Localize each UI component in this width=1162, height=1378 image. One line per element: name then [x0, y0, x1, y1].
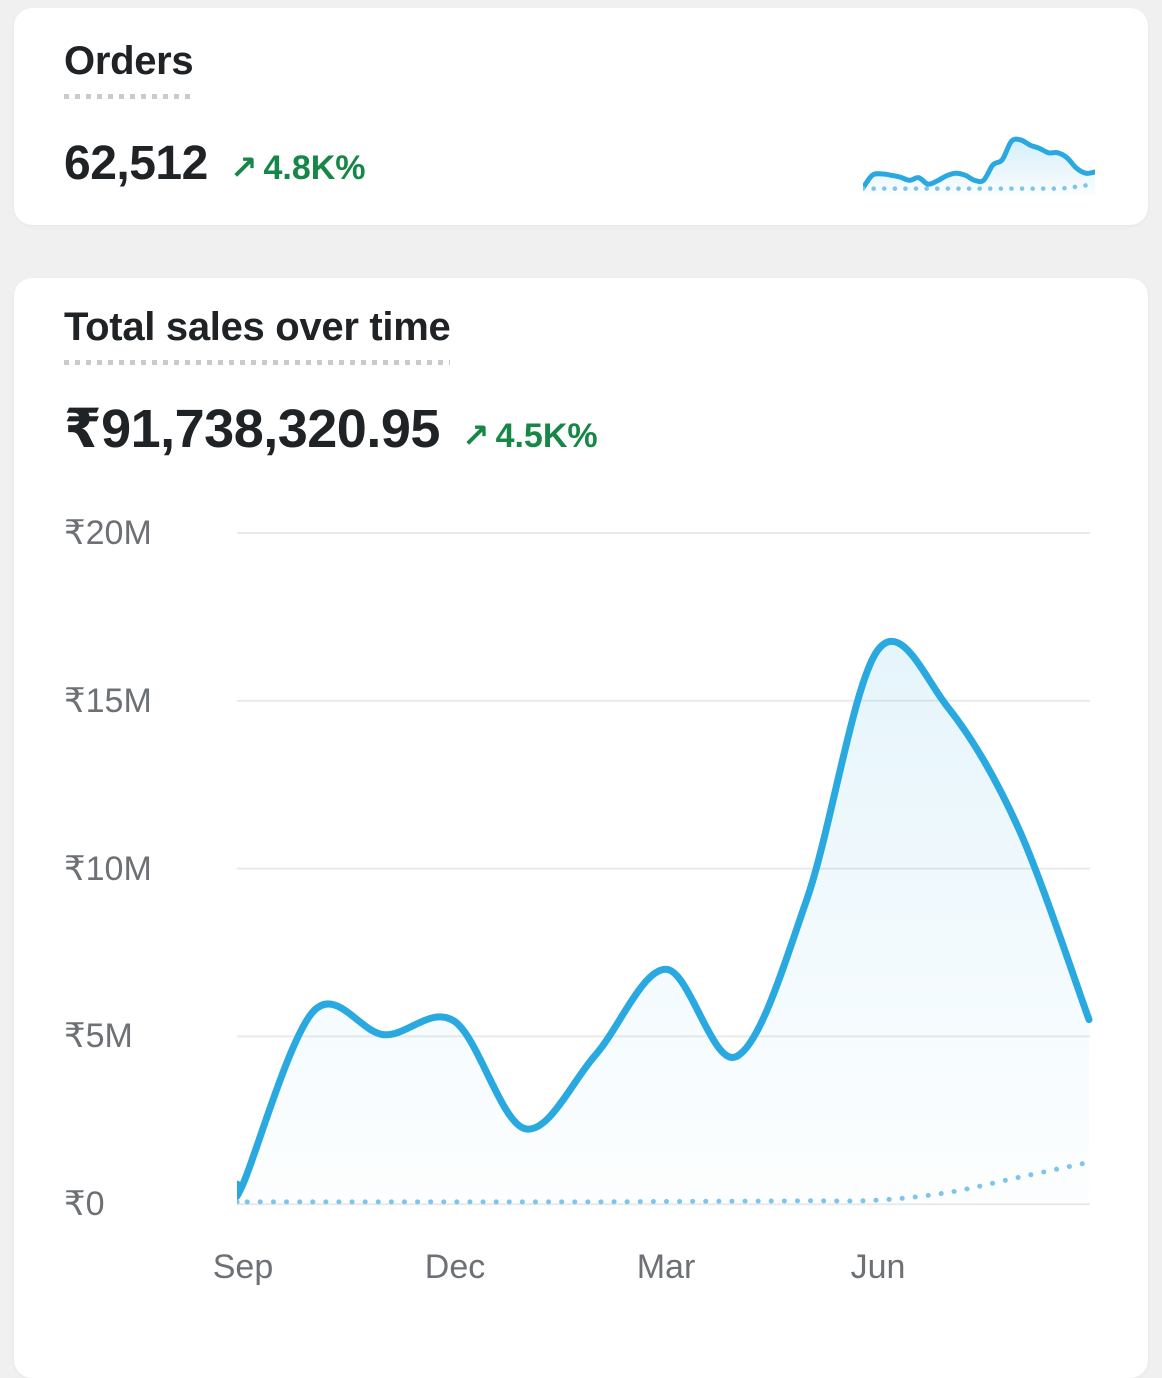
y-axis-label: ₹5M: [64, 1017, 133, 1055]
sparkline-comparison-line: [863, 181, 1095, 191]
orders-value: 62,512: [64, 137, 208, 190]
y-axis-label: ₹10M: [64, 850, 152, 888]
orders-delta-text: 4.8K%: [263, 149, 366, 187]
y-axis-label: ₹0: [64, 1185, 105, 1223]
up-arrow-icon: ↗: [461, 417, 490, 454]
total-sales-value: ₹91,738,320.95: [64, 399, 440, 459]
x-axis-label: Dec: [424, 1248, 486, 1286]
x-axis-label: Sep: [212, 1248, 274, 1286]
sales-area-fill: [237, 641, 1089, 1205]
total-sales-metric-row: ₹91,738,320.95 ↗ 4.5K%: [64, 399, 598, 459]
up-arrow-icon: ↗: [229, 149, 258, 186]
total-sales-card-title-text: Total sales over time: [64, 305, 451, 349]
orders-metric-row: 62,512 ↗ 4.8K%: [64, 137, 366, 191]
y-axis-label: ₹20M: [64, 514, 152, 552]
x-axis-label: Jun: [850, 1248, 906, 1286]
total-sales-delta-badge: ↗ 4.5K%: [462, 416, 598, 456]
orders-delta-badge: ↗ 4.8K%: [230, 148, 366, 188]
orders-card-title: Orders: [64, 38, 194, 99]
y-axis-label: ₹15M: [64, 682, 152, 720]
total-sales-card-title: Total sales over time: [64, 304, 451, 365]
total-sales-card[interactable]: Total sales over time ₹91,738,320.95 ↗ 4…: [14, 278, 1148, 1378]
sales-line: [237, 638, 1093, 1200]
orders-sparkline-chart[interactable]: [863, 131, 1095, 195]
x-axis-label: Mar: [636, 1248, 696, 1286]
total-sales-chart[interactable]: [237, 523, 1104, 1223]
sales-comparison-line: [237, 1159, 1092, 1205]
sparkline-line: [863, 136, 1095, 191]
orders-card-title-text: Orders: [64, 39, 194, 83]
orders-card[interactable]: Orders 62,512 ↗ 4.8K%: [14, 8, 1148, 225]
total-sales-delta-text: 4.5K%: [495, 417, 598, 455]
